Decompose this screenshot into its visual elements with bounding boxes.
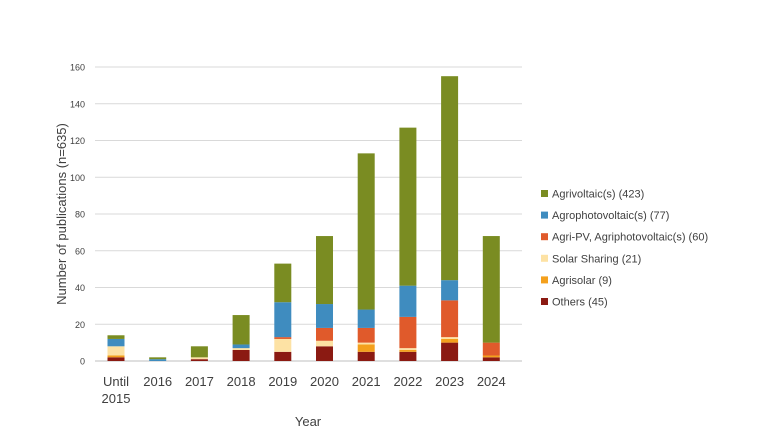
x-tick-label: 2024 — [477, 374, 506, 389]
bar-segment — [274, 338, 292, 352]
y-axis-ticks: 0 20 40 60 80 100 120 140 160 — [70, 63, 85, 367]
bar-segment — [482, 342, 500, 356]
gridlines — [95, 66, 522, 362]
legend-swatch — [541, 233, 548, 241]
x-tick-label: Until 2015 — [102, 374, 131, 406]
bar-segment — [107, 346, 125, 356]
legend-swatch — [541, 211, 548, 219]
x-tick-label: 2023 — [435, 374, 464, 389]
bar-segment — [357, 344, 375, 352]
x-axis-label: Year — [295, 414, 322, 429]
bar-segment — [316, 236, 333, 305]
x-tick-label: 2020 — [310, 374, 339, 389]
bar-segment — [232, 315, 250, 345]
bar-segment — [107, 355, 125, 358]
bar-segment — [107, 338, 125, 347]
y-tick-label: 100 — [70, 173, 85, 183]
legend-label: Agrisolar (9) — [552, 275, 612, 287]
bar-segment — [316, 304, 333, 328]
y-tick-label: 80 — [75, 210, 85, 220]
bar-segment — [441, 300, 459, 338]
x-tick-label: 2019 — [268, 374, 297, 389]
bar-segment — [441, 76, 459, 281]
bar-segment — [232, 348, 250, 350]
bar-segment — [190, 357, 208, 360]
bar-segment — [441, 342, 459, 361]
bar-segment — [107, 357, 125, 361]
x-axis-ticks: Until 2015 2016 2017 2018 2019 2020 2021 2022 202… — [102, 374, 506, 406]
y-tick-label: 140 — [70, 99, 85, 109]
legend-swatch — [541, 190, 548, 197]
y-tick-label: 60 — [75, 246, 85, 256]
bar-segment — [357, 309, 375, 328]
bar-segment — [399, 351, 417, 361]
bar-segment — [482, 236, 500, 343]
legend-swatch — [541, 276, 548, 284]
bar-segment — [482, 357, 500, 361]
x-tick-label: 2022 — [393, 374, 422, 389]
bar-segment — [316, 327, 333, 341]
y-axis-label: Number of publications (n=635) — [54, 123, 69, 305]
y-tick-label: 120 — [70, 136, 85, 146]
bar-segment — [232, 349, 250, 361]
bar-segment — [399, 316, 417, 349]
bar-segment — [441, 280, 459, 301]
y-tick-label: 20 — [75, 320, 85, 330]
bar-segment — [357, 153, 375, 310]
bar-segment — [399, 285, 417, 317]
legend-swatch — [541, 298, 548, 305]
bar-segment — [274, 263, 292, 303]
x-tick-label: 2016 — [143, 374, 172, 389]
y-tick-label: 0 — [80, 357, 85, 367]
bar-segment — [482, 355, 500, 358]
bar-segment — [399, 348, 417, 350]
legend-label: Agri-PV, Agriphotovoltaic(s) (60) — [552, 232, 708, 244]
bar-segment — [357, 327, 375, 343]
bar-segment — [357, 351, 375, 361]
legend-label: Others (45) — [552, 297, 608, 309]
legend: Agrivoltaic(s) (423) Agrophotovoltaic(s) … — [541, 189, 708, 309]
y-tick-label: 160 — [70, 63, 85, 73]
bar-segment — [149, 357, 167, 360]
bar-segment — [190, 359, 208, 361]
y-tick-label: 40 — [75, 283, 85, 293]
bar-segment — [441, 338, 459, 343]
bar-segment — [441, 337, 459, 339]
bar-segment — [149, 359, 167, 361]
legend-swatch — [541, 254, 548, 262]
bar-segment — [232, 344, 250, 349]
bar-segment — [357, 342, 375, 345]
x-tick-label: 2018 — [227, 374, 256, 389]
bar-segment — [274, 351, 292, 361]
bars — [107, 76, 500, 361]
bar-segment — [399, 127, 417, 286]
bar-segment — [316, 346, 333, 361]
bar-segment — [399, 349, 417, 352]
legend-label: Agrivoltaic(s) (423) — [552, 189, 644, 201]
bar-segment — [274, 337, 292, 339]
x-tick-label: 2017 — [185, 374, 214, 389]
x-tick-label: 2021 — [352, 374, 381, 389]
legend-label: Agrophotovoltaic(s) (77) — [552, 210, 669, 222]
bar-segment — [274, 302, 292, 338]
bar-segment — [316, 340, 333, 347]
bar-segment — [190, 346, 208, 358]
bar-segment — [107, 335, 125, 339]
legend-label: Solar Sharing (21) — [552, 253, 641, 265]
